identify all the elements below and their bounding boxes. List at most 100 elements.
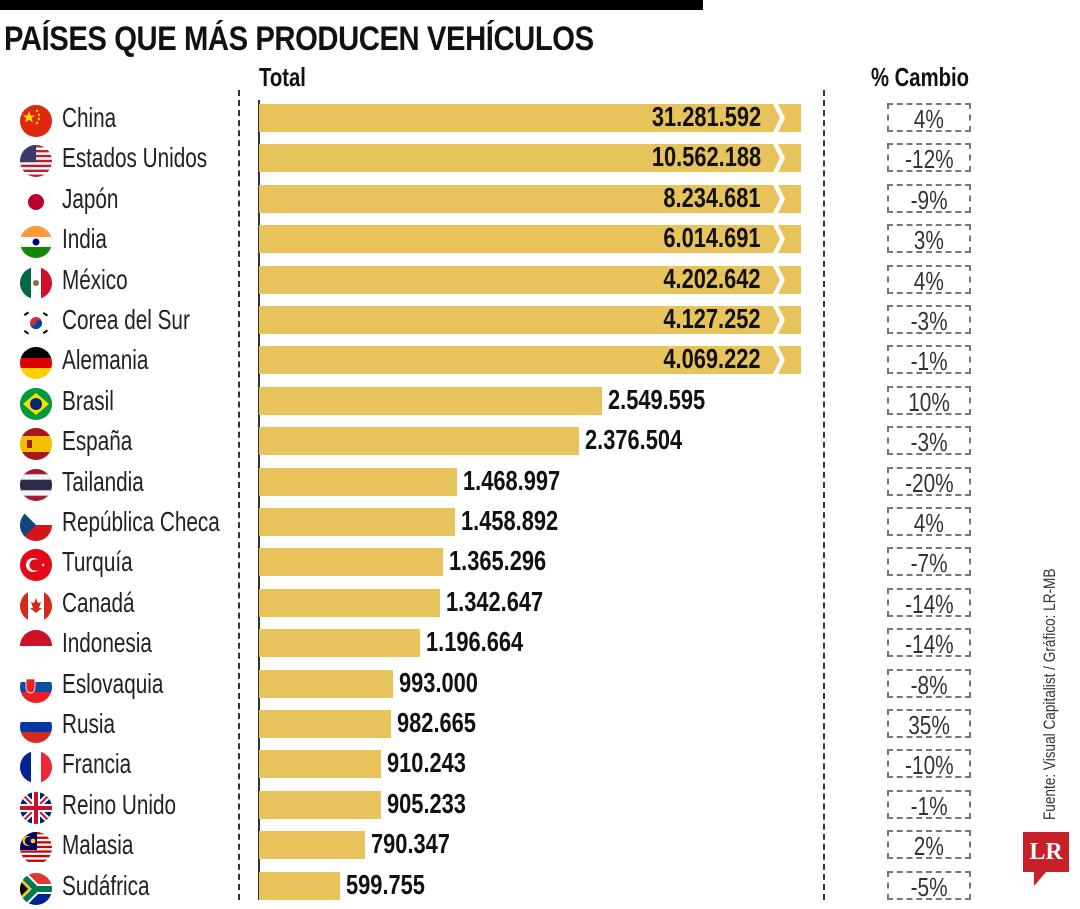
chart-row: Turquía 1.365.296 -7%: [0, 545, 1080, 585]
axis-break-chevron-icon: [773, 225, 785, 254]
bar: [259, 750, 382, 779]
data-label: 1.458.892: [461, 505, 559, 536]
bar: [259, 710, 392, 738]
lr-logo: LR: [1023, 832, 1069, 872]
data-label: 31.281.592: [651, 101, 761, 132]
change-badge: 3%: [887, 224, 971, 254]
data-label: 1.196.664: [425, 626, 524, 658]
data-label: 1.365.296: [448, 545, 546, 577]
brazil-flag-icon: [20, 387, 52, 420]
bar: [259, 386, 602, 415]
thailand-flag-icon: [20, 468, 52, 501]
category-label: Estados Unidos: [62, 142, 208, 174]
change-label: -14%: [904, 629, 954, 660]
change-badge: -3%: [887, 305, 971, 336]
germany-flag-icon: [20, 347, 52, 380]
chart-row: Alemania 4.069.222 -1%: [0, 343, 1080, 383]
uk-flag-icon: [20, 791, 52, 824]
data-label: 599.755: [345, 868, 425, 900]
mexico-flag-icon: [20, 266, 52, 299]
category-label: Alemania: [62, 344, 149, 376]
bar: [259, 144, 801, 173]
data-label: 6.014.691: [663, 222, 761, 254]
bar: [259, 588, 440, 617]
category-label: Rusia: [62, 708, 115, 739]
change-column-header: % Cambio: [871, 62, 970, 92]
chart-row: India 6.014.691 3%: [0, 222, 1080, 262]
change-label: -1%: [910, 346, 948, 377]
chart-row: Canadá 1.342.647 -14%: [0, 586, 1080, 626]
bar: [259, 104, 801, 132]
data-label: 1.468.997: [462, 464, 560, 496]
change-label: -9%: [910, 184, 948, 215]
data-label: 905.233: [386, 787, 466, 819]
axis-break-chevron-icon: [773, 306, 785, 334]
category-label: India: [62, 223, 107, 255]
change-badge: -5%: [887, 870, 971, 902]
change-label: -8%: [910, 669, 948, 700]
change-label: 35%: [908, 710, 950, 740]
change-badge: 4%: [887, 103, 971, 134]
change-badge: -20%: [887, 466, 971, 497]
change-label: 10%: [908, 386, 950, 417]
chart-row: República Checa 1.458.892 4%: [0, 505, 1080, 545]
category-label: Eslovaquia: [62, 667, 164, 699]
data-label: 790.347: [371, 828, 451, 860]
chart-row: Francia 910.243 -10%: [0, 747, 1080, 787]
chart-row: Eslovaquia 993.000 -8%: [0, 667, 1080, 707]
data-label: 910.243: [387, 747, 467, 779]
slovakia-flag-icon: [20, 670, 52, 703]
change-badge: -1%: [887, 789, 971, 821]
change-badge: -3%: [887, 426, 971, 458]
canada-flag-icon: [20, 589, 52, 622]
category-label: Malasia: [62, 829, 134, 861]
data-label: 4.127.252: [663, 303, 761, 334]
chart-row: Brasil 2.549.595 10%: [0, 384, 1080, 424]
change-label: -3%: [910, 306, 948, 336]
change-badge: 10%: [887, 385, 971, 417]
lr-logo-tail: [1034, 872, 1046, 886]
bar: [259, 790, 381, 819]
chart-row: Sudáfrica 599.755 -5%: [0, 869, 1080, 909]
change-label: -1%: [910, 790, 948, 821]
china-flag-icon: [20, 105, 52, 137]
change-label: -5%: [910, 871, 948, 902]
change-badge: -9%: [887, 183, 971, 215]
axis-break-chevron-icon: [773, 104, 785, 132]
category-label: Canadá: [62, 586, 135, 618]
czech-flag-icon: [20, 509, 52, 541]
bar: [259, 669, 393, 698]
data-label: 4.202.642: [663, 262, 761, 294]
bar: [259, 346, 801, 375]
russia-flag-icon: [20, 711, 52, 743]
right-dashed-divider: [823, 90, 825, 900]
change-badge: -1%: [887, 345, 971, 377]
bar: [259, 831, 366, 860]
data-label: 993.000: [398, 666, 478, 698]
change-badge: -8%: [887, 668, 971, 700]
axis-break-chevron-icon: [773, 265, 785, 294]
change-label: -12%: [904, 144, 954, 175]
south-korea-flag-icon: [20, 307, 52, 339]
chart-row: Estados Unidos 10.562.188 -12%: [0, 141, 1080, 181]
category-label: Brasil: [62, 384, 114, 416]
category-label: China: [62, 102, 117, 133]
bar: [259, 427, 579, 456]
change-label: 2%: [913, 831, 945, 862]
chart-row: China 31.281.592 4%: [0, 101, 1080, 141]
category-label: Reino Unido: [62, 788, 177, 820]
category-label: Turquía: [62, 546, 133, 578]
category-label: México: [62, 263, 128, 295]
change-label: 4%: [913, 104, 945, 134]
change-label: -3%: [910, 427, 948, 458]
change-badge: 35%: [887, 709, 971, 740]
axis-break-chevron-icon: [773, 184, 785, 213]
change-label: -14%: [904, 588, 954, 619]
data-label: 1.342.647: [445, 585, 543, 617]
malaysia-flag-icon: [20, 832, 52, 865]
change-label: 4%: [913, 508, 945, 538]
japan-flag-icon: [20, 185, 52, 218]
france-flag-icon: [20, 751, 52, 784]
change-badge: 4%: [887, 507, 971, 538]
